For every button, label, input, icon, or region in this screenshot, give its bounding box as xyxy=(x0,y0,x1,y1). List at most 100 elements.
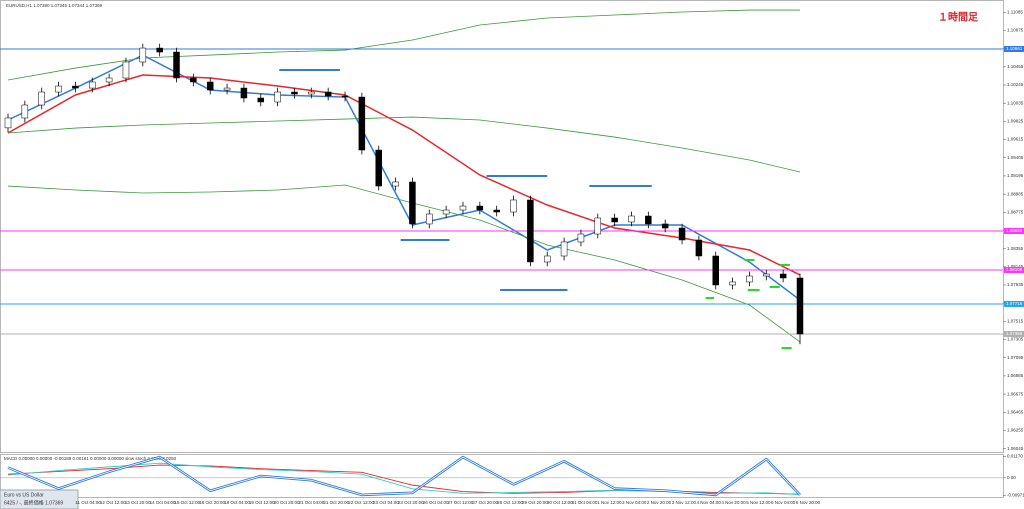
candle-body xyxy=(341,95,349,98)
candle-body xyxy=(257,97,265,103)
candle-body xyxy=(560,241,568,257)
candle-body xyxy=(779,273,787,279)
candle-body xyxy=(38,91,45,106)
candle-body xyxy=(274,91,281,103)
price-label: 1.07369 xyxy=(1006,331,1023,336)
x-tick-label: 18 Oct 04:00 xyxy=(224,500,250,505)
candle-body xyxy=(493,209,500,213)
y-tick-label: 1.09825 xyxy=(1007,119,1024,124)
x-tick-label: 3 Nov 12:00 xyxy=(672,500,697,505)
main-pane xyxy=(0,0,1004,453)
candle-body xyxy=(594,217,602,235)
indicator-line xyxy=(7,116,801,173)
y-tick-label: 1.06465 xyxy=(1007,409,1024,414)
x-tick-label: 21 Oct 04:00 xyxy=(299,500,325,505)
sub-title: MACD 0.00000 0.00000 -0.00188 0.00161 0.… xyxy=(4,456,177,461)
last-price: 6425 / -, 最終価格 1.07369 xyxy=(4,499,63,506)
y-tick-label: 1.06885 xyxy=(1007,373,1024,378)
y-tick-label: -0.00971 xyxy=(1007,493,1024,498)
y-tick-label: 1.11085 xyxy=(1007,9,1023,14)
candle-body xyxy=(105,77,113,83)
x-tick-label: 21 Oct 20:00 xyxy=(323,500,349,505)
y-tick-label: 1.07305 xyxy=(1007,337,1024,342)
x-tick-label: 4 Nov 04:00 xyxy=(697,500,722,505)
price-label-box xyxy=(1004,227,1024,234)
x-tick-label: 4 Nov 20:00 xyxy=(721,500,746,505)
price-label-box xyxy=(1004,300,1024,307)
candle-body xyxy=(240,87,248,99)
y-tick-label: 1.10245 xyxy=(1007,82,1024,87)
x-tick-label: 14 Oct 04:00 xyxy=(150,500,176,505)
candle-body xyxy=(712,255,719,286)
candle-body xyxy=(206,81,214,91)
candle-body xyxy=(173,51,180,79)
candle-body xyxy=(139,47,147,63)
annotation: １時間足 xyxy=(938,11,979,24)
y-tick-label: 1.10035 xyxy=(1007,100,1024,105)
candle-body xyxy=(55,85,62,93)
oscillator-line-inner xyxy=(7,456,801,496)
y-tick-label: 1.09195 xyxy=(1007,173,1024,178)
candle-body xyxy=(392,181,399,187)
y-tick-label: 1.10455 xyxy=(1007,64,1024,69)
candle-body xyxy=(476,205,484,211)
candle-body xyxy=(611,217,618,223)
candle-body xyxy=(678,227,686,241)
info-box xyxy=(0,489,79,509)
x-tick-label: 23 Oct 20:00 xyxy=(398,500,424,505)
y-tick-label: 1.08775 xyxy=(1007,209,1024,214)
candle-body xyxy=(442,209,450,215)
chart-title: EURUSD,H1 1.07380 1.07345 1.07344 1.0736… xyxy=(6,3,103,8)
price-label-box xyxy=(1004,267,1024,274)
y-tick-label: 1.06675 xyxy=(1007,391,1024,396)
y-tick-label: 1.07935 xyxy=(1007,282,1024,287)
candle-body xyxy=(308,91,315,95)
candle-body xyxy=(645,215,652,225)
y-tick-label: 1.06255 xyxy=(1007,428,1024,433)
price-label: 1.08108 xyxy=(1006,267,1023,272)
candle-body xyxy=(4,117,12,129)
candle-body xyxy=(375,149,382,187)
price-label-box xyxy=(1004,331,1024,338)
x-tick-label: 12 Oct 12:00 xyxy=(100,500,126,505)
candle-body xyxy=(577,233,585,243)
candle-body xyxy=(746,275,753,283)
candle-body xyxy=(426,213,433,225)
candle-body xyxy=(223,87,231,91)
candle-body xyxy=(409,181,416,225)
x-tick-label: 31 Oct 04:00 xyxy=(572,500,598,505)
candle-body xyxy=(763,273,770,277)
candle-body xyxy=(796,277,804,335)
candle-body xyxy=(695,239,703,257)
x-tick-label: 11 Oct 04:00 xyxy=(75,500,101,505)
candle-body xyxy=(459,205,467,211)
y-tick-label: 0.01170 xyxy=(1007,454,1023,459)
y-tick-label: 1.08145 xyxy=(1007,264,1024,269)
x-tick-label: 28 Oct 12:00 xyxy=(497,500,523,505)
y-tick-label: 1.09405 xyxy=(1007,155,1024,160)
x-tick-label: 5 Nov 12:00 xyxy=(746,500,771,505)
candle-body xyxy=(510,199,517,213)
x-tick-label: 1 Nov 12:00 xyxy=(597,500,622,505)
y-tick-label: 0.00 xyxy=(1007,475,1016,480)
x-tick-label: 20 Oct 20:00 xyxy=(274,500,300,505)
x-tick-label: 27 Oct 20:00 xyxy=(472,500,498,505)
x-tick-label: 27 Oct 12:00 xyxy=(448,500,474,505)
symbol-description: Euro vs US Dollar xyxy=(4,492,44,498)
x-tick-label: 30 Oct 12:00 xyxy=(547,500,573,505)
candle-body xyxy=(628,215,635,223)
x-tick-label: 16 Oct 20:00 xyxy=(199,500,225,505)
y-tick-label: 1.08355 xyxy=(1007,246,1024,251)
candle-body xyxy=(122,61,130,79)
candle-body xyxy=(89,81,96,89)
x-tick-label: 15 Oct 12:00 xyxy=(174,500,200,505)
y-tick-label: 1.10875 xyxy=(1007,28,1024,33)
x-tick-label: 2 Nov 20:00 xyxy=(647,500,672,505)
x-tick-label: 22 Oct 12:00 xyxy=(348,500,374,505)
price-label-box xyxy=(1004,46,1024,53)
price-label: 1.10661 xyxy=(1006,46,1023,51)
candle-body xyxy=(72,85,79,89)
candle-body xyxy=(527,199,534,263)
